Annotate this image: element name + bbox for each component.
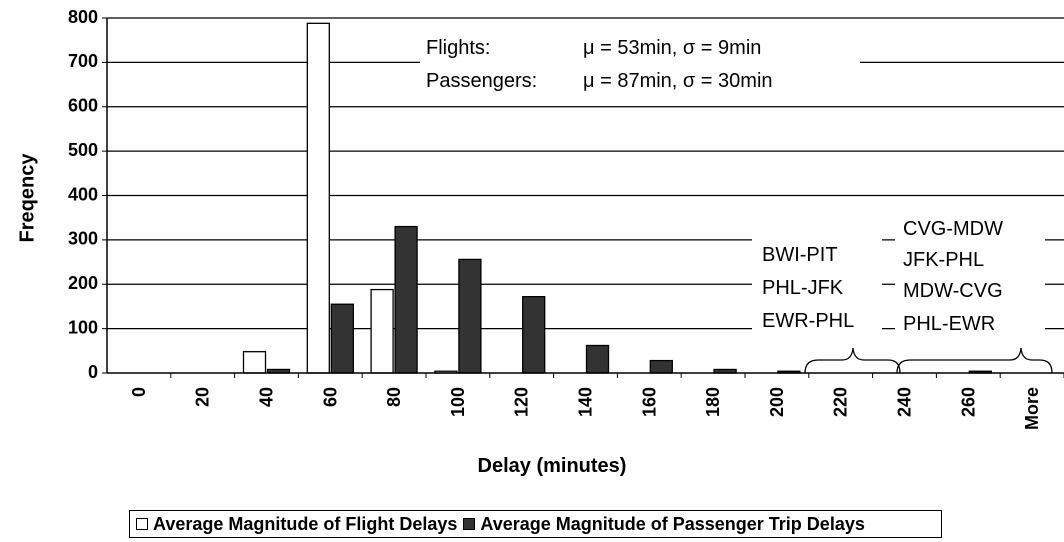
y-tick-label: 200 xyxy=(68,273,98,293)
bar-flight-delay xyxy=(306,22,330,374)
stats-passengers-value: μ = 87min, σ = 30min xyxy=(583,70,773,92)
stats-box-bg xyxy=(420,30,860,98)
group2-route-3: MDW-CVG xyxy=(903,280,1003,302)
group1-route-3: EWR-PHL xyxy=(762,310,854,332)
x-axis-title: Delay (minutes) xyxy=(478,455,627,477)
x-tick-labels: 0 20 40 60 80 100 120 140 160 180 200 220 240 260 More xyxy=(129,373,1064,430)
x-tick-label: 60 xyxy=(320,387,340,407)
bar-passenger-delay xyxy=(330,303,354,374)
x-tick-label: 200 xyxy=(767,387,787,417)
legend: Average Magnitude of Flight Delays Avera… xyxy=(129,510,942,538)
x-tick-label: 100 xyxy=(448,387,468,417)
y-tick-label: 300 xyxy=(68,229,98,249)
x-tick-label: 120 xyxy=(512,387,532,417)
group1-bg xyxy=(752,232,882,342)
x-tick-label: 20 xyxy=(193,387,213,407)
legend-swatch-flight xyxy=(136,518,148,530)
y-tick-label: 100 xyxy=(68,317,98,337)
x-tick-label: 40 xyxy=(257,387,277,407)
x-tick-label: 180 xyxy=(703,387,723,417)
group2-route-4: PHL-EWR xyxy=(903,313,995,335)
y-tick-label: 0 xyxy=(88,362,98,382)
y-tick-labels: 0 100 200 300 400 500 600 700 800 xyxy=(68,7,107,382)
legend-item-flight: Average Magnitude of Flight Delays xyxy=(136,514,457,535)
bar-passenger-delay xyxy=(458,258,482,374)
legend-label-flight: Average Magnitude of Flight Delays xyxy=(153,513,458,534)
group1-route-2: PHL-JFK xyxy=(762,277,844,299)
x-tick-label: 80 xyxy=(384,387,404,407)
brace-group2 xyxy=(896,347,1053,374)
group2-route-1: CVG-MDW xyxy=(903,218,1003,240)
stats-flights-value: μ = 53min, σ = 9min xyxy=(583,37,761,59)
group1-route-1: BWI-PIT xyxy=(762,244,838,266)
bar-passenger-delay xyxy=(522,296,546,374)
x-tick-label: More xyxy=(1022,387,1042,430)
legend-label-passenger: Average Magnitude of Passenger Trip Dela… xyxy=(480,513,865,534)
y-tick-label: 400 xyxy=(68,184,98,204)
stats-flights-label: Flights: xyxy=(426,37,490,59)
histogram-chart: 0 100 200 300 400 500 600 700 800 0 20 40 60 80 100 12… xyxy=(16,7,1064,477)
x-tick-label: 240 xyxy=(895,387,915,417)
group2-route-2: JFK-PHL xyxy=(903,249,984,271)
bar-passenger-delay xyxy=(649,359,673,374)
brace-group1 xyxy=(804,347,901,374)
group2-bg xyxy=(895,208,1045,348)
bar-passenger-delay xyxy=(394,225,418,374)
bar-flight-delay xyxy=(370,288,394,374)
x-tick-label: 160 xyxy=(639,387,659,417)
stats-passengers-label: Passengers: xyxy=(426,70,537,92)
bar-flight-delay xyxy=(242,351,267,374)
legend-swatch-passenger xyxy=(463,518,476,530)
x-tick-label: 260 xyxy=(958,387,978,417)
x-tick-label: 220 xyxy=(831,387,851,417)
y-tick-label: 500 xyxy=(68,140,98,160)
x-tick-label: 0 xyxy=(129,387,149,397)
y-axis-title: Freqency xyxy=(16,153,38,243)
x-tick-label: 140 xyxy=(576,387,596,417)
gridlines xyxy=(107,17,1064,330)
y-tick-label: 600 xyxy=(68,96,98,116)
y-tick-label: 700 xyxy=(68,51,98,71)
y-tick-label: 800 xyxy=(68,7,98,27)
bar-passenger-delay xyxy=(585,344,610,374)
legend-item-passenger: Average Magnitude of Passenger Trip Dela… xyxy=(463,513,865,535)
